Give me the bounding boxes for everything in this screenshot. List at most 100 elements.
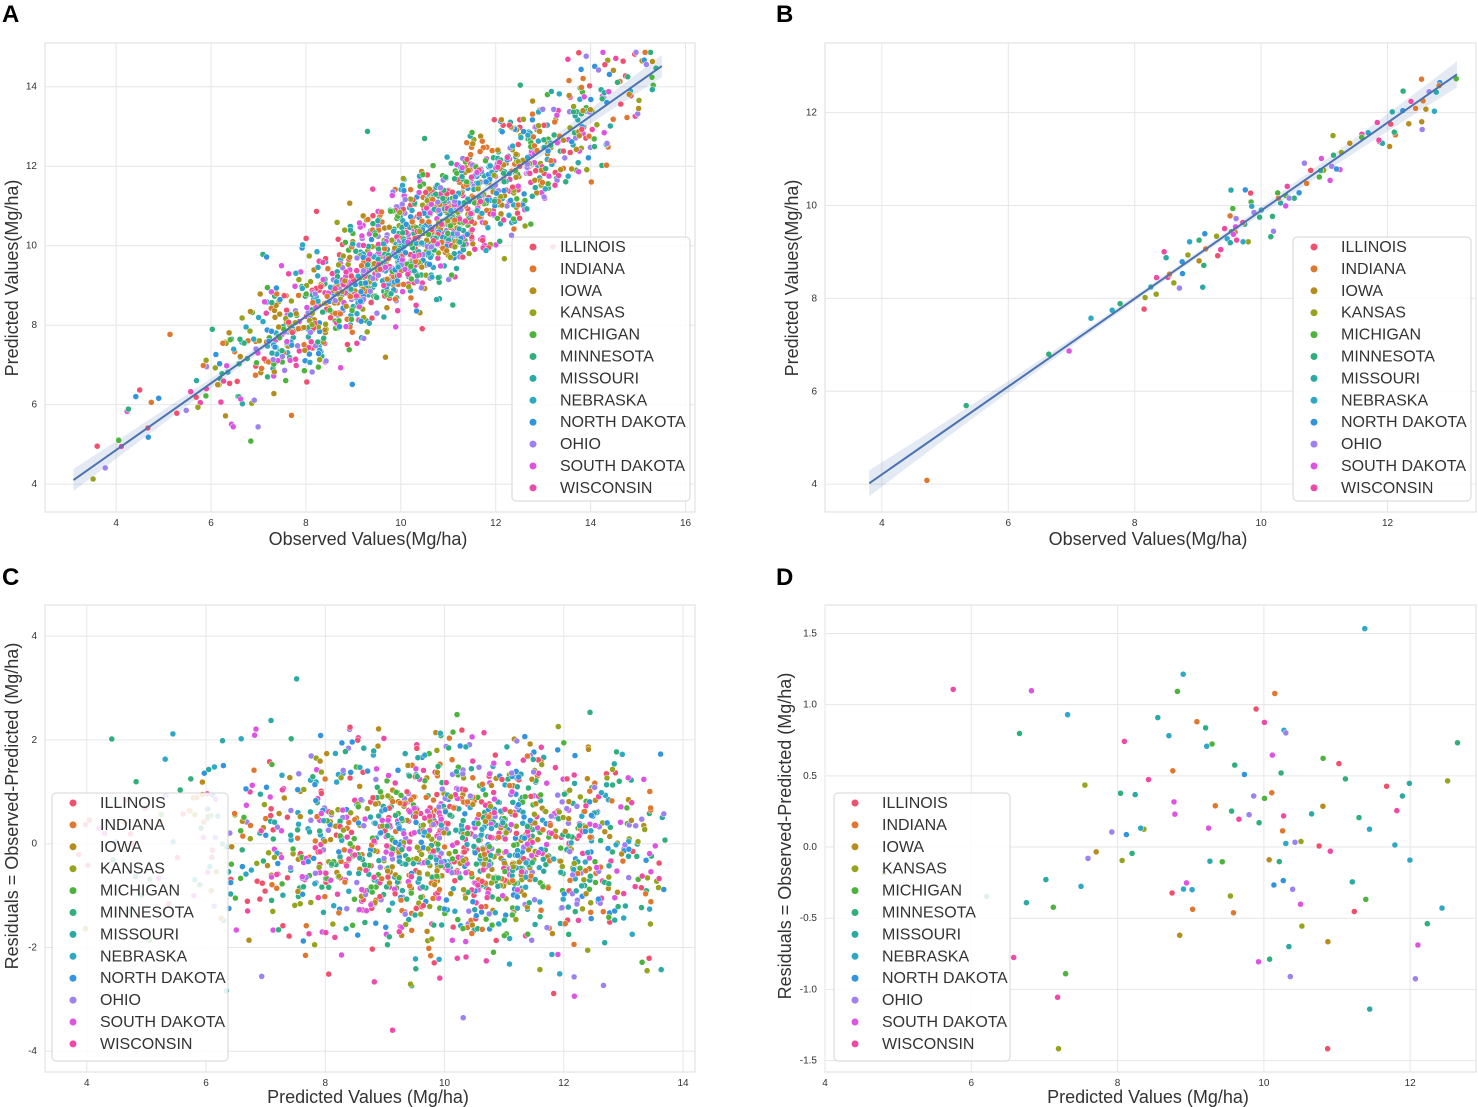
data-point <box>287 832 294 839</box>
data-point <box>486 833 494 841</box>
data-point <box>1121 738 1128 745</box>
data-point <box>588 178 595 186</box>
legend-b: ILLINOISINDIANAIOWAKANSASMICHIGANMINNESO… <box>1292 236 1472 502</box>
data-point <box>543 779 550 787</box>
data-point <box>609 116 617 123</box>
data-point <box>250 335 257 343</box>
data-point <box>532 800 540 808</box>
data-point <box>632 822 639 830</box>
data-point <box>115 437 122 444</box>
data-point <box>268 761 276 768</box>
data-point <box>1205 824 1212 832</box>
data-point <box>295 770 303 778</box>
data-point <box>1230 231 1237 238</box>
data-point <box>479 237 486 244</box>
data-point <box>233 926 240 934</box>
data-point <box>262 815 269 822</box>
data-point <box>531 896 538 904</box>
data-point <box>508 769 515 777</box>
data-point <box>1444 777 1451 785</box>
data-point <box>1267 233 1275 240</box>
data-point <box>1333 165 1340 173</box>
data-point <box>1407 98 1415 105</box>
data-point <box>369 794 377 801</box>
data-point <box>275 323 282 331</box>
data-point <box>1213 233 1220 240</box>
data-point <box>556 90 563 98</box>
data-point <box>595 895 602 903</box>
data-point <box>200 362 207 369</box>
data-point <box>307 899 315 906</box>
data-point <box>520 756 527 764</box>
data-point <box>482 178 490 186</box>
data-point <box>645 955 653 962</box>
data-point <box>439 195 447 202</box>
data-point <box>276 296 284 303</box>
y-tick-label: 0.5 <box>803 771 817 782</box>
data-point <box>482 791 489 798</box>
data-point <box>1389 108 1396 116</box>
data-point <box>647 804 654 812</box>
data-point <box>356 303 363 310</box>
data-point <box>638 815 645 823</box>
data-point <box>397 896 405 904</box>
data-point <box>358 232 366 240</box>
panel-letter-c: C <box>2 564 19 591</box>
data-point <box>262 832 270 839</box>
data-point <box>315 350 322 357</box>
panel-letter-a: A <box>2 1 19 28</box>
data-point <box>638 904 645 911</box>
data-point <box>1454 739 1461 747</box>
data-point <box>473 860 480 868</box>
data-point <box>101 464 109 472</box>
data-point <box>396 858 403 865</box>
data-point <box>488 782 495 789</box>
data-point <box>392 323 399 331</box>
data-point <box>550 990 557 997</box>
data-point <box>370 837 378 845</box>
data-point <box>251 396 258 404</box>
x-tick-label: 6 <box>969 1078 975 1089</box>
data-point <box>511 811 519 819</box>
data-point <box>491 197 498 205</box>
data-point <box>301 347 309 354</box>
data-point <box>341 226 348 234</box>
data-point <box>288 412 295 419</box>
data-point <box>402 921 409 928</box>
data-point <box>347 226 354 234</box>
data-point <box>501 916 508 924</box>
data-point <box>410 829 418 837</box>
data-point <box>199 778 206 786</box>
data-point <box>412 955 419 963</box>
legend-label: IOWA <box>882 839 924 856</box>
data-point <box>415 869 423 876</box>
data-point <box>524 840 531 848</box>
data-point <box>463 139 470 146</box>
legend-label: MINNESOTA <box>1341 349 1435 366</box>
data-point <box>600 908 607 915</box>
data-point <box>572 887 580 895</box>
data-point <box>316 757 324 765</box>
data-point <box>479 137 486 145</box>
data-point <box>415 189 423 196</box>
data-point <box>418 263 426 271</box>
data-point <box>522 883 529 891</box>
data-point <box>601 939 608 946</box>
data-point <box>375 272 382 279</box>
data-point <box>285 318 292 326</box>
data-point <box>491 795 498 803</box>
data-point <box>346 199 353 207</box>
data-point <box>1168 889 1176 897</box>
data-point <box>500 187 508 194</box>
data-point <box>374 217 382 225</box>
legend-marker <box>529 484 537 492</box>
data-point <box>583 166 591 173</box>
data-point <box>1217 246 1224 253</box>
data-point <box>473 912 480 919</box>
data-point <box>399 229 406 237</box>
data-point <box>295 292 302 299</box>
data-point <box>456 238 464 246</box>
data-point <box>1214 252 1221 259</box>
data-point <box>462 938 469 945</box>
data-point <box>558 904 566 911</box>
